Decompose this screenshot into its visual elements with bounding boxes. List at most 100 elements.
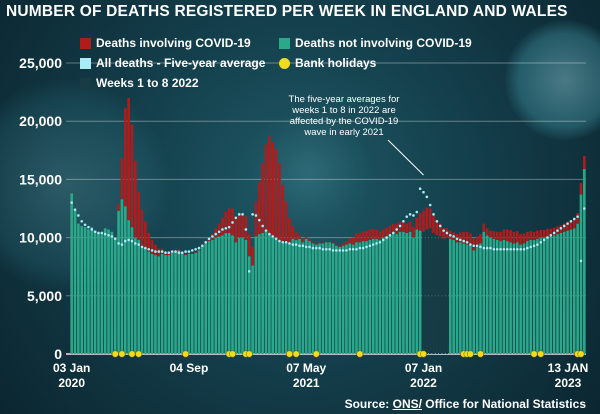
five-year-average-point (70, 201, 73, 204)
bar-non-covid (338, 246, 342, 354)
bar-covid (408, 221, 412, 232)
bar-covid (499, 231, 502, 242)
five-year-average-point (318, 246, 321, 250)
bank-holiday-marker (577, 350, 585, 358)
bar-non-covid (579, 194, 583, 354)
five-year-average-point (291, 243, 295, 246)
bar-covid (247, 234, 251, 257)
bar-non-covid (368, 239, 372, 354)
bar-non-covid (532, 239, 536, 354)
bar-covid (288, 217, 291, 244)
bar-covid (264, 144, 268, 232)
five-year-average-point (469, 243, 472, 246)
source-link[interactable]: ONS/ (392, 397, 422, 411)
legend-label: Deaths not involving COVID-19 (295, 36, 472, 50)
bar-non-covid (448, 238, 452, 354)
five-year-average-point (174, 250, 177, 253)
five-year-average-point (529, 245, 533, 249)
bar-covid (184, 254, 187, 256)
bar-covid (190, 253, 194, 254)
legend-item-weeks-1-8-2022: Weeks 1 to 8 2022 (80, 76, 199, 90)
bar-covid (532, 231, 536, 240)
bar-non-covid (93, 230, 97, 354)
bar-non-covid (274, 239, 278, 354)
five-year-average-point (489, 246, 492, 250)
bar-non-covid (335, 245, 338, 354)
bar-covid (241, 214, 244, 238)
x-tick-label: 07 May (286, 361, 326, 375)
y-tick-label: 5,000 (27, 288, 62, 304)
five-year-average-point (552, 231, 556, 235)
bar-covid (442, 228, 445, 239)
bar-non-covid (174, 251, 177, 354)
five-year-average-point (103, 232, 107, 236)
bar-non-covid (120, 199, 124, 354)
bar-non-covid (103, 228, 107, 354)
bar-covid (512, 231, 516, 244)
bar-non-covid (365, 241, 368, 354)
bar-covid (325, 241, 328, 243)
bar-non-covid (422, 231, 425, 354)
bank-holiday-marker (292, 350, 300, 358)
five-year-average-point (284, 240, 288, 244)
bar-covid (254, 201, 258, 237)
five-year-average-point (479, 245, 482, 249)
five-year-average-point (408, 213, 412, 216)
bar-non-covid (278, 242, 281, 354)
five-year-average-point (432, 213, 435, 216)
five-year-average-point (378, 240, 382, 244)
five-year-average-point (281, 240, 285, 244)
five-year-average-point (167, 251, 171, 255)
bar-covid (371, 228, 375, 239)
five-year-average-point (425, 195, 429, 199)
bar-covid (529, 231, 533, 240)
bar-covid (505, 229, 509, 242)
legend-item-covid: Deaths involving COVID-19 (80, 36, 251, 50)
five-year-average-point (314, 246, 318, 250)
five-year-average-point (87, 225, 90, 229)
bar-covid (469, 233, 472, 246)
bar-non-covid (328, 242, 331, 354)
five-year-average-point (502, 247, 506, 251)
bar-non-covid (314, 244, 318, 354)
bar-non-covid (408, 231, 412, 354)
bar-non-covid (405, 232, 409, 354)
five-year-average-point (83, 223, 87, 227)
bar-non-covid (268, 234, 271, 354)
bar-non-covid (117, 210, 120, 354)
bar-non-covid (70, 193, 73, 354)
bar-non-covid (284, 242, 288, 354)
five-year-average-point (217, 230, 221, 234)
bar-non-covid (536, 238, 539, 354)
legend-item-bank-holidays: Bank holidays (279, 56, 376, 70)
bar-covid (542, 230, 546, 238)
five-year-average-point (123, 239, 127, 243)
bar-covid (234, 216, 238, 243)
virus-illustration (505, 20, 600, 140)
bar-non-covid (348, 243, 352, 354)
chart-title: NUMBER OF DEATHS REGISTERED PER WEEK IN … (6, 3, 568, 20)
five-year-average-point (509, 247, 512, 251)
bar-non-covid (211, 239, 214, 354)
bar-covid (154, 244, 157, 256)
five-year-average-point (234, 216, 238, 220)
five-year-average-point (335, 249, 338, 252)
five-year-average-point (247, 270, 251, 273)
bar-non-covid (371, 238, 375, 354)
bar-non-covid (402, 231, 405, 354)
bar-covid (314, 243, 318, 245)
legend-label: All deaths - Five-year average (96, 56, 266, 70)
bar-covid (311, 242, 315, 244)
five-year-average-point (194, 247, 197, 251)
bank-holiday-marker (420, 350, 427, 358)
bar-covid (227, 208, 231, 233)
bar-covid (261, 163, 264, 233)
bar-non-covid (271, 237, 275, 354)
five-year-average-point (244, 228, 248, 231)
bar-non-covid (217, 236, 221, 354)
bar-non-covid (224, 232, 228, 354)
bar-covid (331, 242, 335, 244)
bar-covid (375, 229, 378, 239)
bar-non-covid (358, 242, 362, 354)
five-year-average-point (304, 245, 308, 249)
